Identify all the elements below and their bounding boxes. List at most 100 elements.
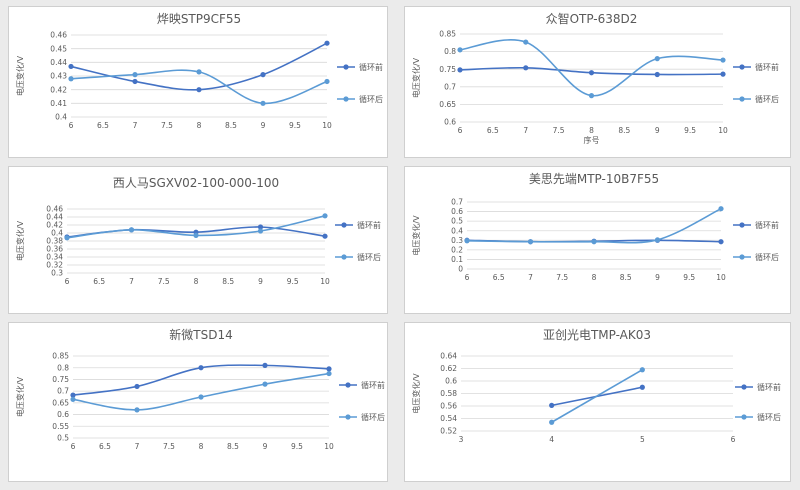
legend-marker — [343, 64, 349, 70]
y-tick-label: 0.62 — [440, 364, 457, 373]
legend-marker — [739, 96, 745, 102]
legend-marker — [345, 382, 351, 388]
data-point — [718, 239, 724, 245]
chart-title: 烨映STP9CF55 — [157, 12, 241, 26]
y-tick-label: 0.55 — [52, 422, 69, 431]
y-tick-label: 0.46 — [46, 205, 63, 214]
y-tick-label: 0.32 — [46, 261, 63, 270]
data-point — [64, 235, 70, 241]
x-tick-label: 9 — [261, 121, 266, 130]
x-tick-label: 9 — [258, 277, 263, 286]
x-tick-label: 10 — [320, 277, 330, 286]
y-tick-label: 0.42 — [50, 85, 67, 94]
legend-label: 循环后 — [357, 252, 381, 262]
x-tick-label: 7 — [528, 273, 533, 282]
legend-label: 循环前 — [755, 62, 779, 72]
y-tick-label: 0.44 — [50, 58, 67, 67]
x-tick-label: 7 — [129, 277, 134, 286]
data-point — [128, 227, 135, 233]
y-tick-label: 0.1 — [451, 255, 463, 264]
x-tick-label: 7.5 — [553, 126, 565, 135]
x-tick-label: 5 — [640, 435, 645, 444]
legend-label: 循环前 — [757, 382, 781, 392]
data-point — [326, 366, 332, 372]
data-point — [527, 239, 534, 245]
y-tick-label: 0.52 — [440, 427, 457, 436]
chart-3: 西人马SGXV02-100-000-100 0.30.320.340.360.38… — [15, 176, 381, 286]
data-point — [70, 396, 76, 402]
y-axis-label: 电压变化/V — [411, 215, 421, 256]
data-point — [134, 383, 140, 390]
x-tick-label: 7 — [135, 442, 140, 451]
x-tick-label: 6.5 — [93, 277, 105, 286]
y-axis-label: 电压变化/V — [15, 55, 25, 96]
y-tick-label: 0.5 — [57, 434, 69, 443]
x-tick-label: 9 — [655, 126, 660, 135]
y-tick-label: 0.65 — [439, 100, 456, 109]
y-tick-label: 0 — [458, 265, 463, 274]
x-tick-label: 6 — [458, 126, 463, 135]
data-point — [549, 419, 555, 425]
y-tick-label: 0.45 — [50, 44, 67, 53]
y-tick-label: 0.85 — [439, 30, 456, 39]
data-point — [134, 407, 140, 413]
data-point — [193, 232, 199, 238]
data-point — [591, 239, 597, 245]
chart-panel-4: 美思先端MTP-10B7F55 0 0.1 0.2 0.3 0.4 0.5 0.6 0.7 6 6.… — [404, 166, 791, 314]
y-tick-label: 0.42 — [46, 221, 63, 230]
legend-marker — [343, 96, 349, 102]
x-tick-label: 6.5 — [99, 442, 111, 451]
data-point — [639, 367, 645, 373]
x-tick-label: 8.5 — [225, 121, 237, 130]
chart-panel-5: 新微TSD14 0.5 0.55 0.6 0.65 0.7 0.75 0.8 0.85 6 6.5 7… — [8, 322, 388, 482]
x-tick-label: 6 — [65, 277, 70, 286]
data-point — [68, 63, 74, 70]
series-line — [72, 372, 330, 411]
chart-panel-3: 西人马SGXV02-100-000-100 0.3 0.32 0.34 0.36 0.38… — [8, 166, 388, 314]
legend-label: 循环前 — [357, 220, 381, 230]
x-tick-label: 7 — [523, 126, 528, 135]
data-point — [257, 228, 264, 234]
y-tick-label: 0.3 — [51, 269, 63, 278]
y-tick-label: 0.75 — [439, 65, 456, 74]
legend-label: 循环后 — [755, 252, 779, 262]
data-point — [654, 237, 661, 243]
legend-marker — [345, 414, 351, 420]
y-tick-label: 0.65 — [52, 398, 69, 407]
x-tick-label: 9.5 — [287, 277, 299, 286]
y-tick-label: 0.4 — [451, 226, 463, 235]
data-point — [457, 47, 463, 53]
y-tick-label: 0.58 — [440, 389, 457, 398]
x-tick-label: 7.5 — [556, 273, 568, 282]
x-tick-label: 7.5 — [158, 277, 170, 286]
data-point — [198, 394, 204, 400]
chart-title: 美思先端MTP-10B7F55 — [529, 172, 659, 186]
data-point — [262, 381, 268, 387]
chart-panel-2: 众智OTP-638D2 0.6 0.65 0.7 0.75 0.8 0.85 6 6.5 7 7.5… — [404, 6, 791, 158]
chart-panel-6: 亚创光电TMP-AK03 0.52 0.54 0.56 0.58 0.6 0.62 0.64 3… — [404, 322, 791, 482]
y-axis-label: 电压变化/V — [411, 57, 421, 98]
data-point — [322, 213, 328, 219]
y-tick-label: 0.64 — [440, 352, 457, 361]
data-point — [464, 238, 470, 244]
x-tick-label: 6 — [71, 442, 76, 451]
chart-5: 新微TSD14 0.5 0.55 0.6 0.65 0.7 0.75 0.8 0.85 6 6.5 7… — [15, 327, 385, 451]
y-axis-label: 电压变化/V — [15, 376, 25, 417]
x-tick-label: 8 — [194, 277, 199, 286]
y-tick-label: 0.5 — [451, 217, 463, 226]
x-tick-label: 9 — [263, 442, 268, 451]
y-tick-label: 0.7 — [451, 198, 463, 207]
data-point — [260, 72, 266, 78]
x-tick-label: 7.5 — [163, 442, 175, 451]
data-point — [70, 392, 76, 398]
x-tick-label: 7 — [133, 121, 138, 130]
legend-label: 循环前 — [755, 220, 779, 230]
y-tick-label: 0.6 — [444, 118, 456, 127]
chart-2: 众智OTP-638D2 0.6 0.65 0.7 0.75 0.8 0.85 6 6.5 7 7.5… — [411, 11, 779, 145]
x-tick-label: 6.5 — [97, 121, 109, 130]
data-point — [654, 56, 660, 62]
legend-label: 循环后 — [359, 94, 383, 104]
y-tick-label: 0.2 — [451, 245, 463, 254]
legend-marker — [741, 384, 747, 390]
series-line — [466, 207, 722, 244]
